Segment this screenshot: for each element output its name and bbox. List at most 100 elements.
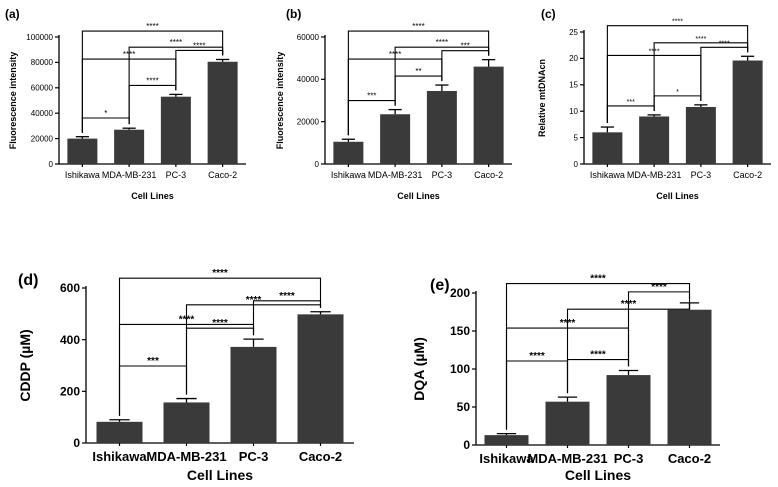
x-axis-title: Cell Lines xyxy=(565,467,631,483)
x-tick-label: Caco-2 xyxy=(208,170,237,180)
y-tick-label: 20 xyxy=(569,54,578,63)
x-tick-label: Caco-2 xyxy=(668,451,711,466)
y-tick-label: 5 xyxy=(574,133,579,142)
y-tick-label: 20000 xyxy=(297,117,320,126)
x-tick-label: MDA-MB-231 xyxy=(627,170,682,180)
y-tick-label: 80000 xyxy=(31,58,54,67)
significance-label: * xyxy=(104,109,107,118)
y-axis-title: Fluorescence intensity xyxy=(275,52,285,150)
x-axis-title: Cell Lines xyxy=(131,191,174,201)
bar xyxy=(380,114,411,164)
y-tick-label: 40000 xyxy=(297,75,320,84)
y-tick-label: 100000 xyxy=(26,33,53,42)
panel-label: (d) xyxy=(18,272,38,289)
panel-label: (b) xyxy=(286,7,301,21)
y-axis-title: DQA (µM) xyxy=(411,337,427,401)
y-tick-label: 15 xyxy=(569,81,578,90)
y-tick-label: 60000 xyxy=(31,84,54,93)
bar xyxy=(732,60,763,164)
significance-bracket xyxy=(505,283,691,430)
y-axis-title: Relative mtDNAcn xyxy=(537,59,547,137)
x-tick-label: Ishikawa xyxy=(92,449,147,464)
significance-label: *** xyxy=(627,99,635,106)
x-tick-label: PC-3 xyxy=(691,170,712,180)
chart-panel-2: (b) 0 20000 40000 60000 Ishikawa MDA-MB-231 PC-… xyxy=(275,7,512,201)
significance-bracket xyxy=(118,277,322,416)
y-tick-label: 100 xyxy=(450,362,470,376)
bar xyxy=(685,106,716,164)
significance-label: **** xyxy=(590,350,606,361)
y-tick-label: 400 xyxy=(60,333,80,347)
significance-label: **** xyxy=(212,318,228,329)
significance-label: **** xyxy=(146,76,158,85)
x-tick-label: Ishikawa xyxy=(479,451,534,466)
y-tick-label: 60000 xyxy=(297,33,320,42)
significance-label: **** xyxy=(146,22,158,31)
bar xyxy=(333,141,364,164)
y-tick-label: 10 xyxy=(569,107,578,116)
y-tick-label: 600 xyxy=(60,281,80,295)
panel-label: (c) xyxy=(541,7,556,21)
x-axis-title: Cell Lines xyxy=(656,191,699,201)
y-axis-title: CDDP (µM) xyxy=(17,329,33,401)
x-axis-title: Cell Lines xyxy=(397,191,440,201)
significance-label: **** xyxy=(621,299,637,310)
y-tick-label: 200 xyxy=(450,286,470,300)
x-tick-label: MDA-MB-231 xyxy=(102,170,157,180)
significance-label: **** xyxy=(719,40,730,47)
bar xyxy=(606,375,651,445)
bar xyxy=(96,421,143,443)
x-axis-title: Cell Lines xyxy=(187,467,253,483)
y-tick-label: 0 xyxy=(315,160,320,169)
y-axis-title: Fluorescence intensity xyxy=(8,52,18,150)
x-tick-label: MDA-MB-231 xyxy=(527,451,607,466)
significance-bracket xyxy=(81,30,224,133)
significance-label: *** xyxy=(461,42,470,51)
y-tick-label: 0 xyxy=(49,160,54,169)
bar xyxy=(545,401,590,445)
x-tick-label: MDA-MB-231 xyxy=(146,449,226,464)
x-tick-label: Ishikawa xyxy=(590,170,625,180)
significance-label: **** xyxy=(170,38,182,47)
y-tick-label: 25 xyxy=(569,28,578,37)
chart-panel-1: (a) 0 20000 40000 60000 80000 100000 Ishikawa MD… xyxy=(5,7,246,201)
bar xyxy=(207,61,238,164)
significance-label: **** xyxy=(590,274,606,285)
significance-bracket xyxy=(347,30,490,136)
y-tick-label: 0 xyxy=(574,160,579,169)
y-tick-label: 50 xyxy=(457,400,471,414)
bar xyxy=(160,96,191,164)
significance-label: *** xyxy=(367,92,376,101)
significance-label: **** xyxy=(246,295,262,306)
bar xyxy=(114,129,145,164)
y-tick-label: 20000 xyxy=(31,134,54,143)
bar xyxy=(426,90,457,164)
y-tick-label: 0 xyxy=(463,438,470,452)
bar xyxy=(230,346,277,443)
bar xyxy=(484,435,529,445)
x-tick-label: PC-3 xyxy=(239,449,269,464)
x-tick-label: PC-3 xyxy=(166,170,187,180)
x-tick-label: Caco-2 xyxy=(474,170,503,180)
bar xyxy=(667,309,712,445)
bar xyxy=(592,132,623,164)
x-tick-label: Ishikawa xyxy=(331,170,366,180)
significance-bracket xyxy=(566,298,691,394)
y-tick-label: 0 xyxy=(73,436,80,450)
significance-label: **** xyxy=(672,19,683,26)
bar xyxy=(163,402,210,443)
chart-panel-4: (d) 0 200 400 600 Ishikawa MDA-MB-231 PC-3 Caco-… xyxy=(17,268,354,483)
x-tick-label: Caco-2 xyxy=(299,449,342,464)
bar xyxy=(639,116,670,164)
significance-label: **** xyxy=(651,282,667,293)
significance-bracket xyxy=(606,25,749,124)
x-tick-label: Ishikawa xyxy=(65,170,100,180)
significance-label: **** xyxy=(279,291,295,302)
significance-label: **** xyxy=(212,268,228,279)
significance-label: * xyxy=(676,89,679,96)
significance-label: ** xyxy=(415,67,421,76)
significance-label: *** xyxy=(147,356,159,367)
significance-label: **** xyxy=(529,351,545,362)
